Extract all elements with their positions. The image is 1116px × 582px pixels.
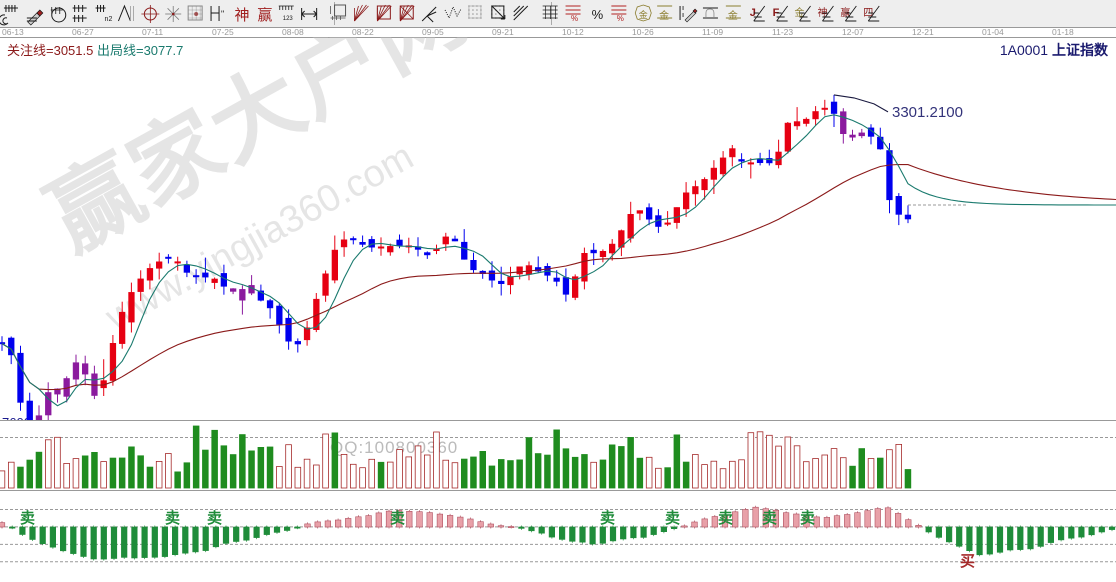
svg-text:赢: 赢 (257, 7, 272, 24)
svg-text:%: % (571, 14, 578, 23)
svg-text:金: 金 (659, 9, 669, 22)
svg-text:3301.2100: 3301.2100 (892, 104, 963, 121)
svg-text:金: 金 (639, 9, 648, 20)
svg-text:%: % (592, 7, 604, 22)
svg-text:123: 123 (283, 16, 294, 22)
svg-text:": " (221, 9, 224, 19)
svg-text:神: 神 (234, 7, 249, 24)
svg-text:n2: n2 (105, 16, 113, 23)
svg-text:%: % (617, 14, 624, 23)
svg-text:金: 金 (728, 9, 738, 22)
